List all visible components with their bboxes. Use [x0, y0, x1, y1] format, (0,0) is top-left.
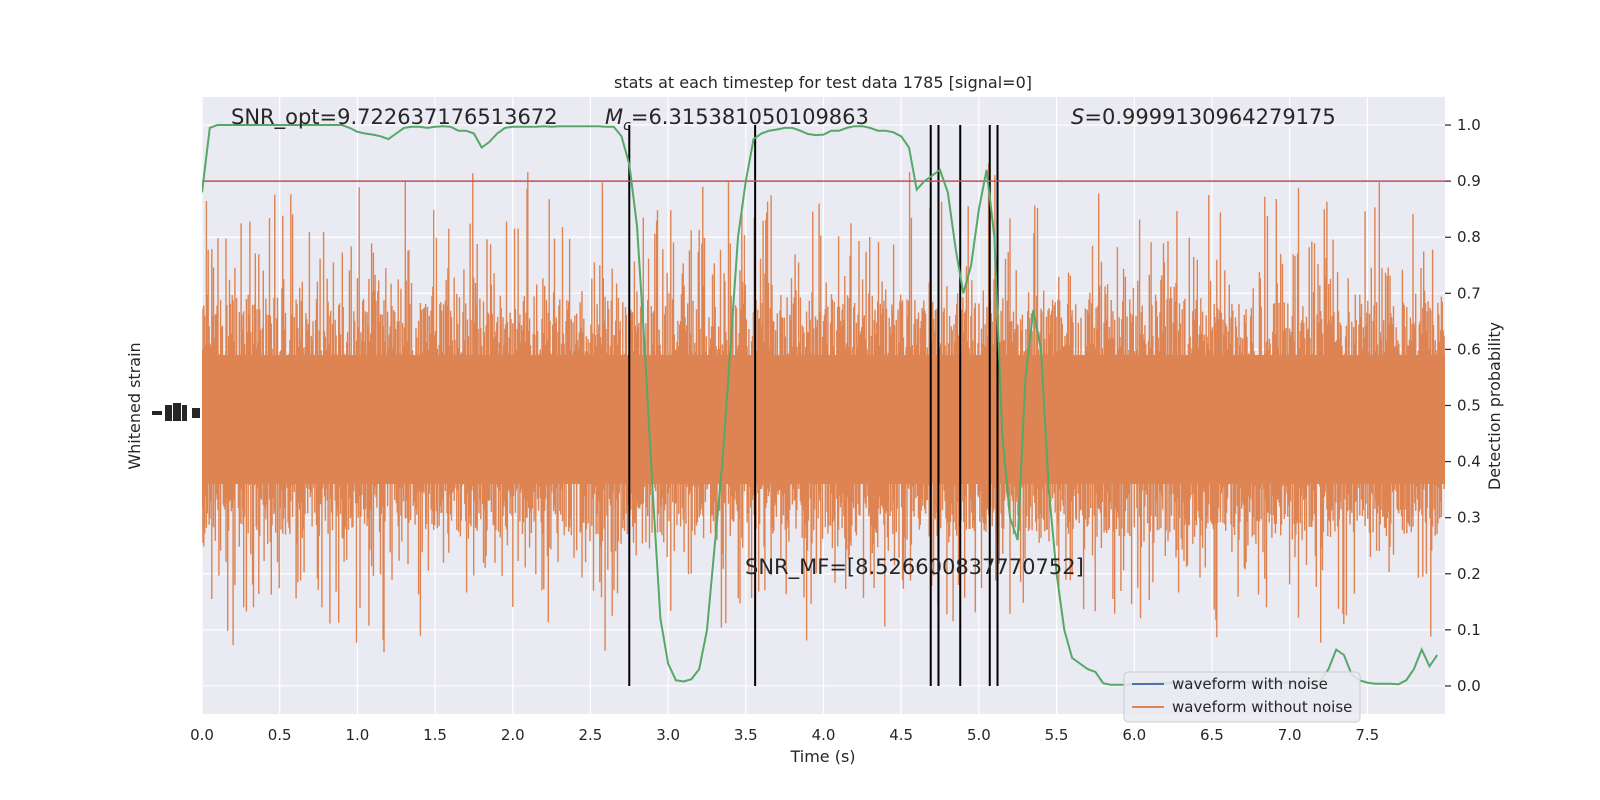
y-axis-label-right: Detection probability — [1485, 322, 1504, 490]
x-axis-label: Time (s) — [789, 747, 855, 766]
left-axis-tick-cluster — [152, 403, 200, 421]
y-right-tick-labels: 0.0 0.1 0.2 0.3 0.4 0.5 0.6 0.7 0.8 0.9 1.0 — [1445, 116, 1481, 695]
x-tick-label-0: 0.0 — [190, 726, 214, 744]
x-tick-label-2: 1.0 — [345, 726, 369, 744]
x-tick-label-10: 5.0 — [967, 726, 991, 744]
y-tick-label-1: 0.1 — [1457, 621, 1481, 639]
snr-mf-annotation: SNR_MF=[8.526600837770752] — [745, 555, 1084, 580]
y-axis-label-left: Whitened strain — [125, 342, 144, 469]
x-tick-label-15: 7.5 — [1355, 726, 1379, 744]
y-tick-label-0: 0.0 — [1457, 677, 1481, 695]
legend-label-without-noise: waveform without noise — [1172, 698, 1352, 716]
chirp-mass-value: 6.315381050109863 — [648, 105, 868, 129]
y-tick-label-6: 0.6 — [1457, 340, 1481, 358]
snr-opt-annotation: SNR_opt=9.722637176513672 — [231, 105, 558, 130]
x-tick-labels: 0.0 0.5 1.0 1.5 2.0 2.5 3.0 3.5 4.0 4.5 5.0 5.5 6.0 6… — [190, 726, 1379, 744]
y-tick-label-4: 0.4 — [1457, 453, 1481, 471]
y-tick-label-9: 0.9 — [1457, 172, 1481, 190]
vertical-markers — [628, 125, 999, 686]
statistic-value: 0.9999130964279175 — [1102, 105, 1336, 129]
chirp-mass-annotation: Mc=6.315381050109863 — [605, 105, 869, 134]
y-tick-label-5: 0.5 — [1457, 397, 1481, 415]
x-tick-label-6: 3.0 — [656, 726, 680, 744]
x-tick-label-12: 6.0 — [1122, 726, 1146, 744]
x-tick-label-4: 2.0 — [501, 726, 525, 744]
legend: waveform with noise waveform without noi… — [1123, 671, 1361, 723]
x-tick-label-13: 6.5 — [1200, 726, 1224, 744]
x-tick-label-9: 4.5 — [889, 726, 913, 744]
x-tick-label-5: 2.5 — [579, 726, 603, 744]
legend-label-with-noise: waveform with noise — [1172, 675, 1328, 693]
y-tick-label-8: 0.8 — [1457, 228, 1481, 246]
x-tick-label-3: 1.5 — [423, 726, 447, 744]
statistic-annotation: S=0.9999130964279175 — [1071, 105, 1336, 129]
y-tick-label-2: 0.2 — [1457, 565, 1481, 583]
y-tick-label-7: 0.7 — [1457, 284, 1481, 302]
x-tick-label-14: 7.0 — [1278, 726, 1302, 744]
x-tick-label-7: 3.5 — [734, 726, 758, 744]
x-tick-label-11: 5.5 — [1045, 726, 1069, 744]
noise-band — [202, 163, 1445, 653]
chart-title: stats at each timestep for test data 178… — [614, 73, 1032, 92]
x-tick-label-8: 4.0 — [812, 726, 836, 744]
y-tick-label-10: 1.0 — [1457, 116, 1481, 134]
y-tick-label-3: 0.3 — [1457, 509, 1481, 527]
x-tick-label-1: 0.5 — [268, 726, 292, 744]
